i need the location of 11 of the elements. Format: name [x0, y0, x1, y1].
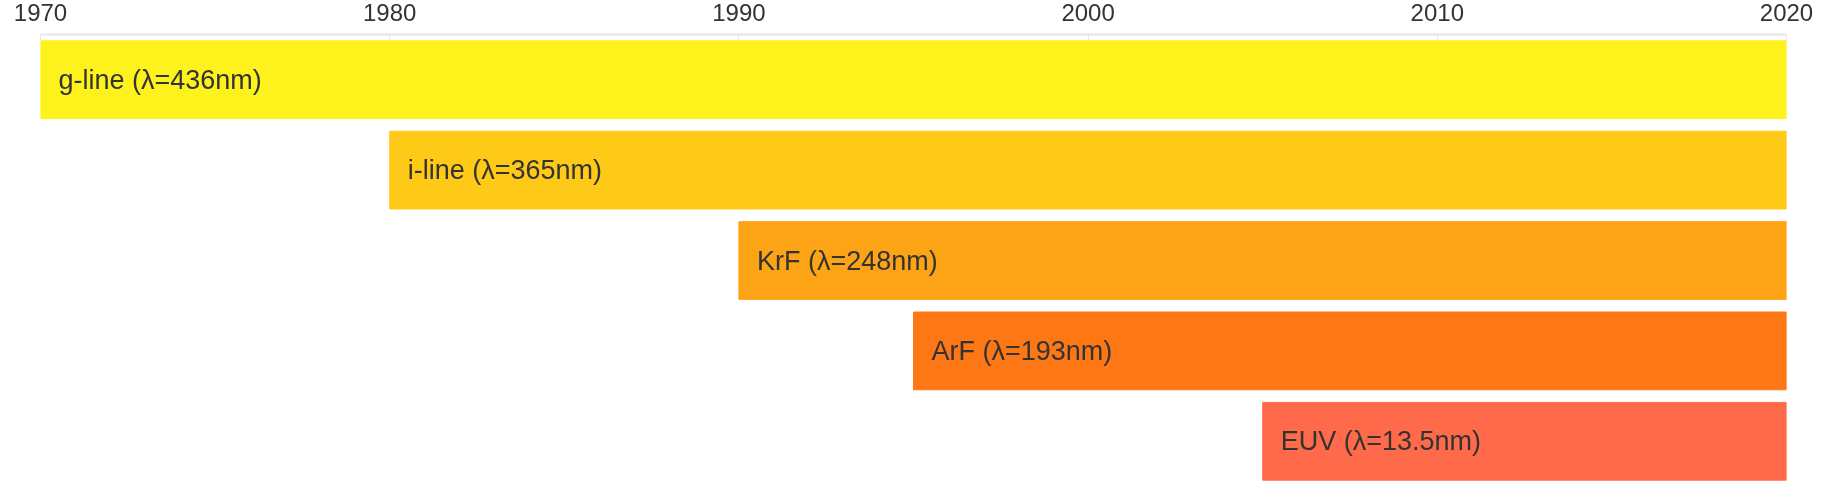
x-tick-label: 2000: [1061, 0, 1115, 26]
x-tick-label: 1990: [712, 0, 766, 26]
x-tick-label: 2010: [1410, 0, 1464, 26]
x-tick-label: 1980: [363, 0, 417, 26]
y-tick-label: KrF (λ=248nm): [756, 245, 938, 276]
x-tick-label: 2020: [1759, 0, 1814, 26]
x-tick-label: 1970: [13, 0, 68, 26]
y-tick-label: ArF (λ=193nm): [931, 335, 1113, 366]
y-tick-label: g-line (λ=436nm): [58, 64, 262, 95]
y-tick-label: i-line (λ=365nm): [407, 155, 603, 186]
y-tick-label: EUV (λ=13.5nm): [1280, 426, 1482, 457]
